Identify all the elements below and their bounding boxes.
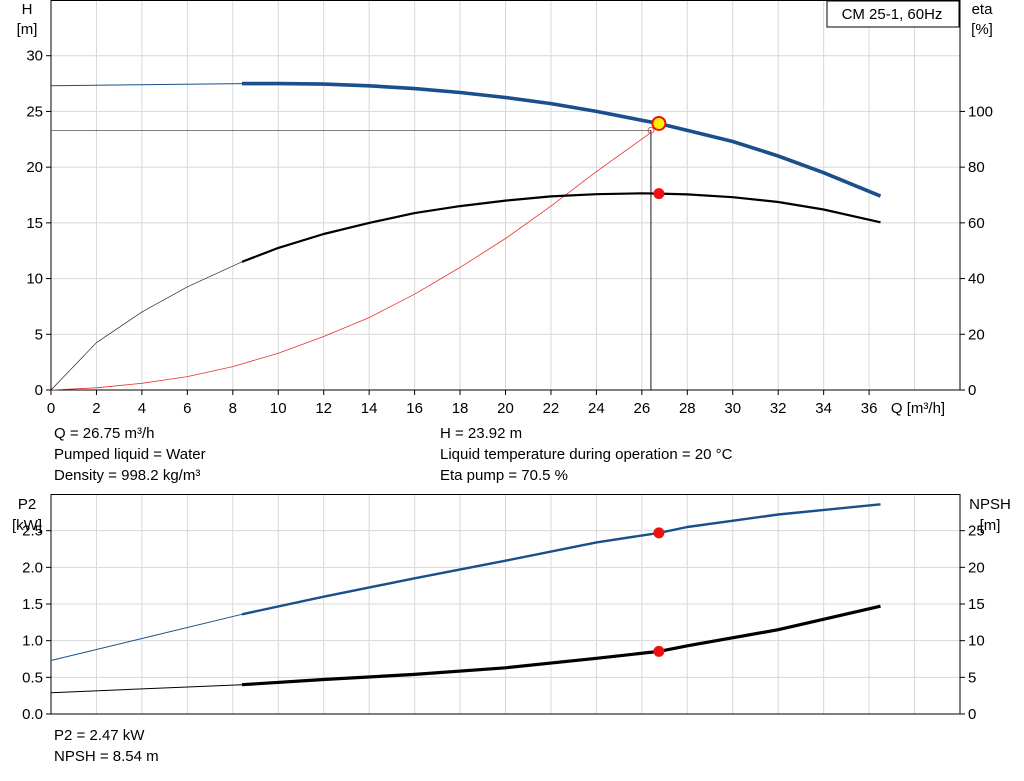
top-left-tick-label: 20 (26, 159, 43, 176)
bottom-right-tick-label: 20 (968, 559, 985, 576)
eta-readout: Eta pump = 70.5 % (440, 467, 568, 484)
info-top-left: Q = 26.75 m³/h Pumped liquid = Water Den… (54, 423, 206, 486)
x-tick-label: 24 (588, 400, 605, 417)
bottom-right-tick-label: 25 (968, 523, 985, 540)
p2-curve-extension (50, 613, 243, 661)
system-point-marker (647, 126, 655, 134)
p2-readout: P2 = 2.47 kW (54, 727, 145, 744)
x-axis-title: Q [m³/h] (891, 400, 945, 417)
npsh-duty-point (653, 645, 665, 657)
top-right-axis-unit: [%] (971, 21, 993, 38)
x-tick-label: 18 (452, 400, 469, 417)
top-left-tick-label: 0 (35, 382, 43, 399)
head-readout: H = 23.92 m (440, 425, 523, 442)
top-right-tick-label: 60 (968, 215, 985, 232)
bottom-panel: 0.0 0.5 1.0 1.5 2.0 2.5 0 5 10 15 20 25 P2 [kW] NPSH [m… (12, 494, 1011, 723)
bottom-left-tick-label: 1.0 (22, 633, 43, 650)
bottom-right-axis-unit: [m] (980, 517, 1001, 534)
top-right-tick-label: 80 (968, 159, 985, 176)
bottom-right-axis-title: NPSH (969, 496, 1011, 513)
p2-duty-point (653, 527, 665, 539)
efficiency-duty-point (653, 188, 665, 200)
bottom-left-tick-label: 0.0 (22, 706, 43, 723)
density-readout: Density = 998.2 kg/m³ (54, 467, 201, 484)
info-top-right: H = 23.92 m Liquid temperature during op… (440, 423, 732, 486)
x-tick-label: 16 (406, 400, 423, 417)
x-tick-label: 0 (47, 400, 55, 417)
x-tick-label: 12 (315, 400, 332, 417)
top-right-tick-label: 20 (968, 326, 985, 343)
x-tick-label: 20 (497, 400, 514, 417)
top-right-tick-label: 100 (968, 103, 993, 120)
npsh-curve (241, 604, 881, 687)
efficiency-curve-extension (50, 261, 243, 391)
x-tick-label: 36 (861, 400, 878, 417)
npsh-curve-extension (50, 684, 242, 694)
bottom-left-tick-label: 0.5 (22, 669, 43, 686)
top-right-tick-label: 40 (968, 271, 985, 288)
top-right-tick-label: 0 (968, 382, 976, 399)
pump-name-box: CM 25-1, 60Hz (826, 0, 960, 28)
x-tick-label: 34 (815, 400, 832, 417)
top-left-tick-label: 5 (35, 326, 43, 343)
pump-name-label: CM 25-1, 60Hz (842, 6, 943, 23)
bottom-right-tick-label: 5 (968, 669, 976, 686)
bottom-left-tick-label: 2.5 (22, 523, 43, 540)
pump-name-frame (826, 0, 960, 28)
x-tick-label: 22 (543, 400, 560, 417)
x-tick-label: 4 (138, 400, 146, 417)
top-left-tick-label: 15 (26, 215, 43, 232)
x-tick-label: 2 (92, 400, 100, 417)
x-tick-label: 26 (634, 400, 651, 417)
bottom-right-tick-label: 15 (968, 596, 985, 613)
x-tick-label: 6 (183, 400, 191, 417)
bottom-left-axis-title: P2 (18, 496, 36, 513)
top-left-axis-title: H (22, 1, 33, 18)
x-tick-label: 8 (229, 400, 237, 417)
bottom-right-tick-label: 0 (968, 706, 976, 723)
top-left-tick-label: 30 (26, 48, 43, 65)
x-tick-label: 28 (679, 400, 696, 417)
p2-curve (241, 503, 881, 616)
top-left-axis-unit: [m] (17, 21, 38, 38)
x-tick-label: 10 (270, 400, 287, 417)
pumped-liquid-readout: Pumped liquid = Water (54, 446, 206, 463)
bottom-right-tick-label: 10 (968, 633, 985, 650)
x-tick-label: 32 (770, 400, 787, 417)
efficiency-curve (241, 192, 881, 263)
temperature-readout: Liquid temperature during operation = 20… (440, 446, 733, 463)
x-tick-label: 14 (361, 400, 378, 417)
info-bottom-left: P2 = 2.47 kW NPSH = 8.54 m (54, 725, 159, 767)
system-curve (50, 132, 652, 391)
npsh-readout: NPSH = 8.54 m (54, 748, 159, 765)
x-tick-label: 30 (724, 400, 741, 417)
bottom-left-axis-unit: [kW] (12, 517, 42, 534)
top-left-tick-label: 10 (26, 271, 43, 288)
head-curve-extension (50, 83, 242, 87)
bottom-left-tick-label: 1.5 (22, 596, 43, 613)
head-curve (241, 81, 882, 198)
head-duty-point (651, 115, 667, 131)
top-right-axis-title: eta (972, 1, 994, 18)
bottom-left-tick-label: 2.0 (22, 559, 43, 576)
flow-readout: Q = 26.75 m³/h (54, 425, 155, 442)
top-left-tick-label: 25 (26, 103, 43, 120)
